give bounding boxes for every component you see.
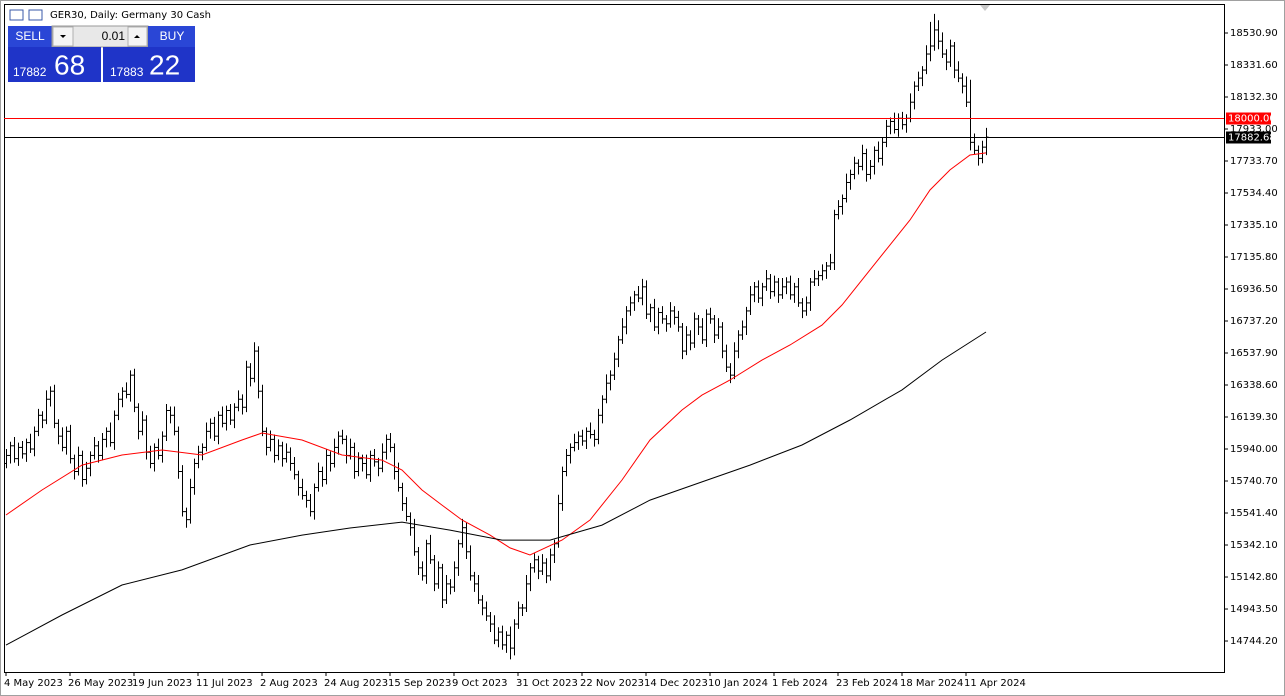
x-tick-label: 10 Jan 2024: [708, 678, 768, 689]
y-tick-label: 14943.50: [1230, 604, 1278, 615]
y-tick-label: 15342.10: [1230, 540, 1278, 551]
x-tick-label: 22 Nov 2023: [580, 678, 644, 689]
ask-box[interactable]: [103, 47, 195, 82]
shift-marker: [980, 5, 990, 11]
plot: [4, 13, 989, 660]
bid-pips: 68: [54, 49, 85, 80]
y-tick-label: 14744.20: [1230, 636, 1278, 647]
sell-button[interactable]: [8, 26, 52, 47]
chart-title: GER30, Daily: Germany 30 Cash: [50, 10, 211, 21]
menu-icon[interactable]: [9, 9, 24, 21]
bid-price: 17882: [13, 65, 47, 79]
moving-average: [5, 152, 987, 556]
x-tick-label: 11 Apr 2024: [964, 678, 1026, 689]
y-tick-label: 16537.90: [1230, 348, 1278, 359]
y-tick-label: 15940.00: [1230, 444, 1278, 455]
lot-up-arrow: [134, 35, 140, 38]
x-tick-label: 11 Jul 2023: [196, 678, 253, 689]
x-tick-label: 4 May 2023: [4, 678, 63, 689]
y-tick-label: 15740.70: [1230, 476, 1278, 487]
x-tick-label: 15 Sep 2023: [388, 678, 451, 689]
y-tick-label: 15142.80: [1230, 572, 1278, 583]
x-tick-label: 18 Mar 2024: [900, 678, 963, 689]
y-tick-label: 17135.80: [1230, 252, 1278, 263]
ask-price: 17883: [110, 65, 144, 79]
lot-value[interactable]: 0.01: [102, 29, 126, 43]
x-tick-label: 26 May 2023: [68, 678, 133, 689]
moving-average: [5, 331, 987, 646]
y-tick-label: 15541.40: [1230, 508, 1278, 519]
x-tick-label: 23 Feb 2024: [836, 678, 898, 689]
chart-icon[interactable]: [28, 9, 43, 21]
x-tick-label: 1 Feb 2024: [772, 678, 828, 689]
x-tick-label: 31 Oct 2023: [516, 678, 578, 689]
y-tick-label: 16936.50: [1230, 284, 1278, 295]
price-label-box: [1226, 112, 1271, 125]
y-tick-label: 16139.30: [1230, 412, 1278, 423]
ask-pips: 22: [149, 49, 180, 80]
lot-down-arrow: [60, 35, 66, 38]
x-tick-label: 24 Aug 2023: [324, 678, 388, 689]
y-tick-label: 18331.60: [1230, 60, 1278, 71]
buy-label[interactable]: BUY: [160, 29, 185, 43]
y-tick-label: 17733.70: [1230, 156, 1278, 167]
x-tick-label: 19 Jun 2023: [132, 678, 192, 689]
y-tick-label: 17933.00: [1230, 124, 1278, 135]
trade-panel: SELL 0.01 BUY 17882 68 17883 22: [8, 25, 195, 82]
price-label: 18000.00: [1228, 114, 1276, 125]
price-label: 17882.68: [1228, 133, 1276, 144]
x-tick-label: 2 Aug 2023: [260, 678, 318, 689]
y-tick-label: 17534.40: [1230, 188, 1278, 199]
sell-label[interactable]: SELL: [15, 29, 45, 43]
bid-box[interactable]: [8, 47, 101, 82]
y-tick-label: 16338.60: [1230, 380, 1278, 391]
y-tick-label: 18132.30: [1230, 92, 1278, 103]
y-tick-label: 17335.10: [1230, 220, 1278, 231]
x-tick-label: 9 Oct 2023: [452, 678, 507, 689]
y-tick-label: 18530.90: [1230, 28, 1278, 39]
y-tick-label: 16737.20: [1230, 316, 1278, 327]
plot-area: [4, 4, 1225, 673]
price-label-box: [1226, 131, 1271, 144]
buy-button[interactable]: [148, 26, 195, 47]
x-tick-label: 14 Dec 2023: [644, 678, 708, 689]
